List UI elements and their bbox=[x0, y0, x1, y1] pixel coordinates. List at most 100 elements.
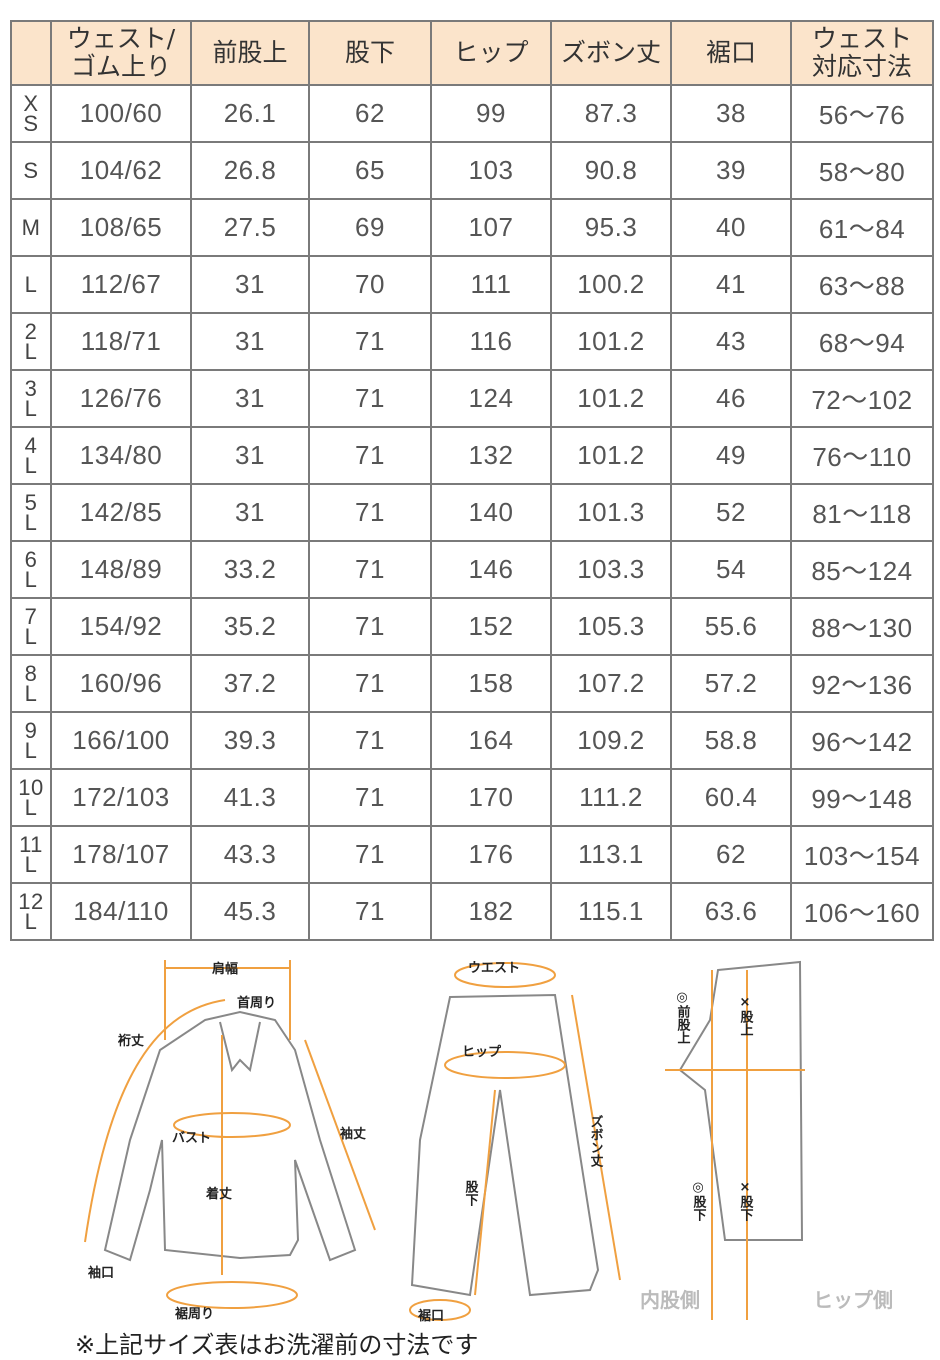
table-cell: 158 bbox=[430, 654, 552, 713]
table-cell: 46 bbox=[670, 369, 792, 428]
table-cell: 68～94 bbox=[790, 312, 934, 371]
table-cell: 107 bbox=[430, 198, 552, 257]
label-sleeve: 袖丈 bbox=[340, 1126, 366, 1142]
table-cell: 100/60 bbox=[50, 84, 192, 143]
table-cell: 62 bbox=[670, 825, 792, 884]
side-view-outline bbox=[678, 960, 804, 1241]
table-cell: 101.2 bbox=[550, 312, 672, 371]
table-cell: 61～84 bbox=[790, 198, 934, 257]
table-cell: 49 bbox=[670, 426, 792, 485]
size-label-part: 4 bbox=[24, 432, 38, 458]
table-cell: 109.2 bbox=[550, 711, 672, 770]
size-label-part: L bbox=[24, 851, 38, 877]
table-cell: 71 bbox=[308, 768, 432, 827]
table-cell: 26.1 bbox=[190, 84, 310, 143]
table-cell: 184/110 bbox=[50, 882, 192, 941]
table-cell: 31 bbox=[190, 426, 310, 485]
label-hem: 裾周り bbox=[175, 1306, 214, 1322]
size-label-part: L bbox=[24, 623, 38, 649]
label-front-rise: ◎前股上 bbox=[675, 990, 691, 1044]
table-row: 12 L 184/110 45.3 71 182 115.1 63.6 106～160 bbox=[10, 882, 934, 941]
table-cell: 45.3 bbox=[190, 882, 310, 941]
label-inner-side: 内股側 bbox=[640, 1288, 700, 1312]
column-header: 前股上 bbox=[190, 20, 310, 86]
table-cell: 104/62 bbox=[50, 141, 192, 200]
table-row: 6 L 148/89 33.2 71 146 103.3 54 85～124 bbox=[10, 540, 934, 599]
table-cell: 65 bbox=[308, 141, 432, 200]
table-cell: 71 bbox=[308, 369, 432, 428]
table-cell: 81～118 bbox=[790, 483, 934, 542]
table-cell: 172/103 bbox=[50, 768, 192, 827]
table-cell: 90.8 bbox=[550, 141, 672, 200]
size-label: M bbox=[10, 198, 52, 257]
table-cell: 124 bbox=[430, 369, 552, 428]
table-cell: 176 bbox=[430, 825, 552, 884]
column-header: ウェスト/ゴム上り bbox=[50, 20, 192, 86]
table-cell: 113.1 bbox=[550, 825, 672, 884]
size-label-part: 9 bbox=[24, 717, 38, 743]
table-cell: 71 bbox=[308, 654, 432, 713]
table-cell: 126/76 bbox=[50, 369, 192, 428]
table-cell: 111 bbox=[430, 255, 552, 314]
table-cell: 76～110 bbox=[790, 426, 934, 485]
table-cell: 27.5 bbox=[190, 198, 310, 257]
shirt-measure-lines bbox=[84, 960, 376, 1309]
table-cell: 140 bbox=[430, 483, 552, 542]
table-cell: 60.4 bbox=[670, 768, 792, 827]
pants-outline bbox=[410, 993, 600, 1297]
table-cell: 71 bbox=[308, 597, 432, 656]
column-header bbox=[10, 20, 52, 86]
footnote: ※上記サイズ表はお洗濯前の寸法です bbox=[75, 1331, 479, 1359]
table-cell: 166/100 bbox=[50, 711, 192, 770]
table-cell: 71 bbox=[308, 540, 432, 599]
table-cell: 107.2 bbox=[550, 654, 672, 713]
size-label: 12 L bbox=[10, 882, 52, 941]
size-label-part: 3 bbox=[24, 375, 38, 401]
size-label: 10 L bbox=[10, 768, 52, 827]
table-row: 5 L 142/85 31 71 140 101.3 52 81～118 bbox=[10, 483, 934, 542]
table-cell: 103.3 bbox=[550, 540, 672, 599]
table-cell: 160/96 bbox=[50, 654, 192, 713]
table-cell: 38 bbox=[670, 84, 792, 143]
table-cell: 31 bbox=[190, 483, 310, 542]
label-inseam-x: ×股下 bbox=[738, 1180, 754, 1222]
table-cell: 101.2 bbox=[550, 369, 672, 428]
size-label-part: 6 bbox=[24, 546, 38, 572]
measurement-diagram: 肩幅 首周り 裄丈 袖丈 バスト 着丈 袖口 裾周り ウエスト ヒップ 股下 ズ… bbox=[84, 960, 893, 1324]
table-cell: 71 bbox=[308, 426, 432, 485]
label-bust: バスト bbox=[172, 1131, 211, 1146]
table-cell: 164 bbox=[430, 711, 552, 770]
table-cell: 88～130 bbox=[790, 597, 934, 656]
table-row: 4 L 134/80 31 71 132 101.2 49 76～110 bbox=[10, 426, 934, 485]
table-row: 11 L 178/107 43.3 71 176 113.1 62 103～154 bbox=[10, 825, 934, 884]
size-label-part: L bbox=[24, 566, 38, 592]
size-label-part: 12 bbox=[18, 888, 44, 914]
table-row: 9 L 166/100 39.3 71 164 109.2 58.8 96～142 bbox=[10, 711, 934, 770]
size-label-part: 8 bbox=[24, 660, 38, 686]
label-cuff: 袖口 bbox=[88, 1265, 114, 1281]
table-cell: 62 bbox=[308, 84, 432, 143]
table-cell: 99 bbox=[430, 84, 552, 143]
column-header: ズボン丈 bbox=[550, 20, 672, 86]
table-cell: 43.3 bbox=[190, 825, 310, 884]
table-row: 2 L 118/71 31 71 116 101.2 43 68～94 bbox=[10, 312, 934, 371]
table-cell: 118/71 bbox=[50, 312, 192, 371]
table-cell: 71 bbox=[308, 312, 432, 371]
size-label: L bbox=[10, 255, 52, 314]
size-label-part: L bbox=[24, 794, 38, 820]
table-cell: 71 bbox=[308, 882, 432, 941]
table-cell: 40 bbox=[670, 198, 792, 257]
table-cell: 101.2 bbox=[550, 426, 672, 485]
table-cell: 71 bbox=[308, 825, 432, 884]
size-label-part: L bbox=[24, 452, 38, 478]
label-length: 着丈 bbox=[205, 1186, 232, 1202]
table-cell: 63～88 bbox=[790, 255, 934, 314]
table-cell: 142/85 bbox=[50, 483, 192, 542]
table-cell: 43 bbox=[670, 312, 792, 371]
